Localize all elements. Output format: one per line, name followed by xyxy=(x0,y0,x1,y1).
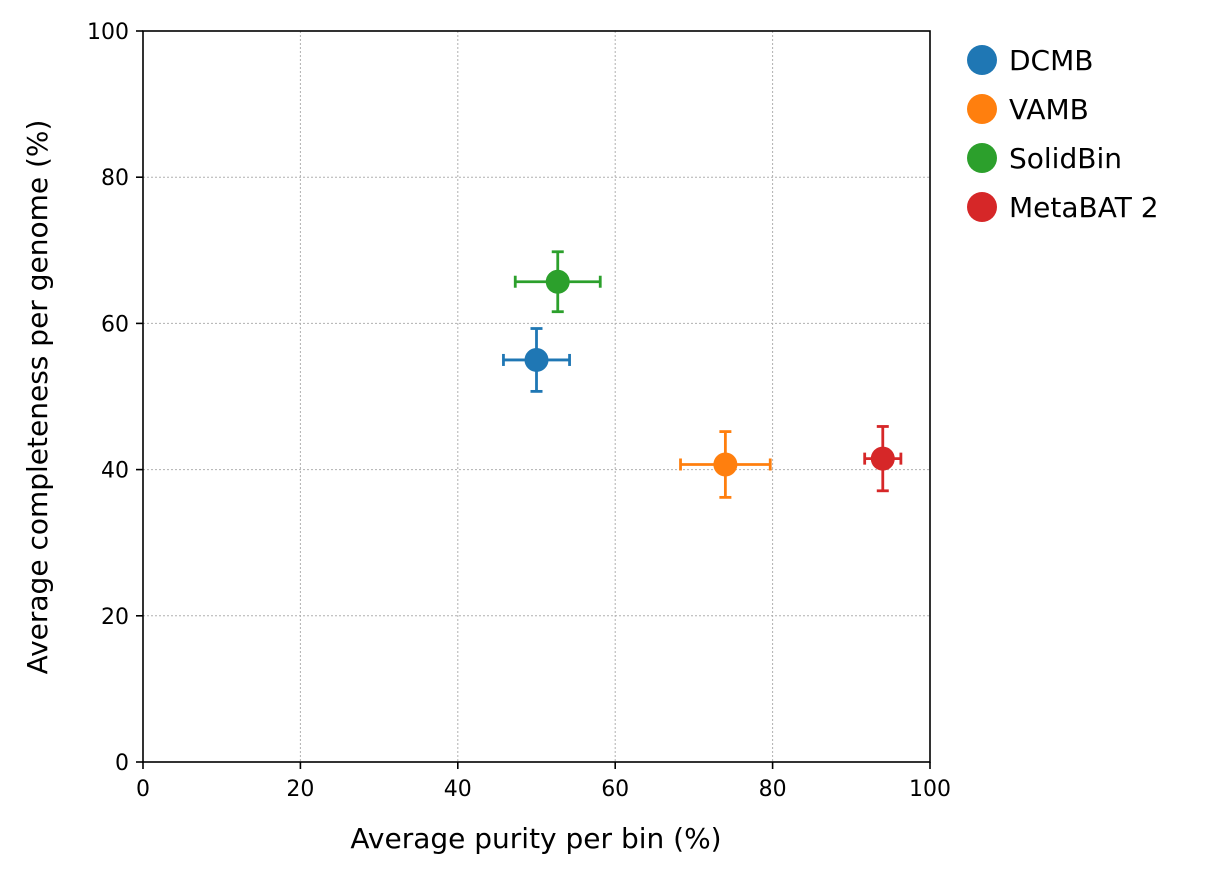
data-point xyxy=(524,347,549,372)
x-tick-label: 0 xyxy=(136,777,150,802)
y-tick-label: 60 xyxy=(101,312,129,337)
series-metabat-2 xyxy=(863,425,903,493)
x-tick-label: 40 xyxy=(444,777,472,802)
series-dcmb xyxy=(502,327,571,393)
series-vamb xyxy=(679,430,772,499)
legend-item: DCMB xyxy=(967,44,1093,77)
x-tick-label: 100 xyxy=(909,777,951,802)
y-tick-label: 100 xyxy=(87,20,129,45)
legend-item: MetaBAT 2 xyxy=(967,191,1159,224)
x-axis-label: Average purity per bin (%) xyxy=(350,822,721,855)
legend-label: SolidBin xyxy=(1009,142,1122,175)
y-axis-label: Average completeness per genome (%) xyxy=(21,120,54,675)
series-solidbin xyxy=(513,250,602,314)
legend-label: VAMB xyxy=(1009,93,1089,126)
legend-marker xyxy=(967,192,997,222)
y-tick-label: 40 xyxy=(101,459,129,484)
legend: DCMB VAMB SolidBin MetaBAT 2 xyxy=(967,44,1159,224)
x-tick-label: 20 xyxy=(286,777,314,802)
legend-item: SolidBin xyxy=(967,142,1122,175)
data-series xyxy=(502,250,903,499)
y-tick-label: 80 xyxy=(101,166,129,191)
data-point xyxy=(545,269,570,294)
legend-marker xyxy=(967,45,997,75)
legend-marker xyxy=(967,94,997,124)
legend-label: MetaBAT 2 xyxy=(1009,191,1159,224)
plot-area-frame xyxy=(142,30,931,763)
data-point xyxy=(870,446,895,471)
y-tick-label: 20 xyxy=(101,605,129,630)
data-point xyxy=(713,452,738,477)
grid-lines xyxy=(143,31,930,762)
y-tick-label: 0 xyxy=(115,751,129,776)
axis-ticks: 0 20 40 60 80 100 0 20 40 60 80 100 xyxy=(87,20,951,802)
legend-marker xyxy=(967,143,997,173)
x-tick-label: 80 xyxy=(759,777,787,802)
legend-item: VAMB xyxy=(967,93,1089,126)
x-tick-label: 60 xyxy=(601,777,629,802)
legend-label: DCMB xyxy=(1009,44,1093,77)
